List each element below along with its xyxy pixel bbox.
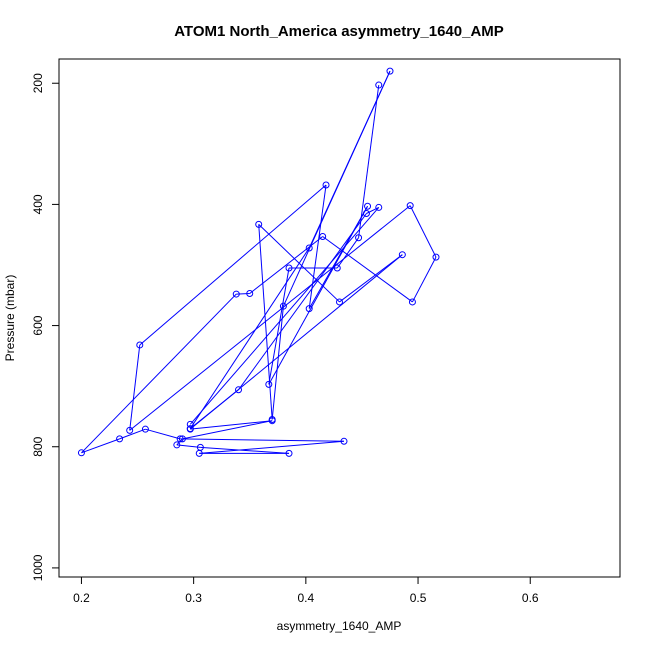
data-point — [279, 302, 287, 310]
data-point — [141, 425, 149, 433]
y-axis-label: Pressure (mbar) — [3, 275, 17, 362]
data-point — [333, 264, 341, 272]
y-tick-label: 800 — [31, 436, 45, 456]
y-tick-label: 400 — [31, 194, 45, 214]
series-layer — [77, 67, 440, 457]
series-line-segment — [339, 254, 403, 303]
series-line-segment — [189, 207, 380, 425]
series-line-segment — [176, 444, 201, 448]
x-tick-label: 0.2 — [73, 591, 90, 605]
data-point — [305, 244, 313, 252]
data-point — [319, 233, 327, 241]
data-point — [265, 380, 273, 388]
series-line-segment — [308, 70, 391, 249]
data-point — [126, 426, 134, 434]
series-line-segment — [308, 205, 368, 309]
data-point — [406, 202, 414, 210]
data-point — [268, 415, 276, 423]
data-point — [408, 298, 416, 306]
series-line-segment — [189, 247, 310, 429]
series-line-segment — [411, 256, 437, 303]
data-point — [255, 220, 263, 228]
data-point — [285, 264, 293, 272]
data-point — [136, 341, 144, 349]
series-line-segment — [358, 84, 380, 238]
data-point — [116, 435, 124, 443]
data-point — [196, 443, 204, 451]
series-line-segment — [81, 293, 237, 454]
chart-title: ATOM1 North_America asymmetry_1640_AMP — [174, 23, 504, 40]
series-line-segment — [180, 438, 344, 442]
series-line-segment — [189, 389, 239, 429]
data-point — [246, 289, 254, 297]
series-line-segment — [129, 205, 411, 431]
data-point — [362, 209, 370, 217]
data-point — [235, 386, 243, 394]
y-axis: 200 400 600 800 1000 — [31, 73, 60, 581]
x-tick-label: 0.4 — [297, 591, 314, 605]
series-line-segment — [199, 440, 345, 454]
x-tick-label: 0.5 — [410, 591, 427, 605]
data-point — [355, 234, 363, 242]
series-line-segment — [145, 428, 181, 440]
series-line-segment — [322, 236, 413, 303]
data-point — [322, 181, 330, 189]
series-line-segment — [81, 438, 120, 454]
series-line-segment — [238, 213, 367, 391]
data-point — [305, 305, 313, 313]
series-line-segment — [268, 267, 290, 385]
series-line-segment — [129, 344, 141, 431]
data-point — [375, 203, 383, 211]
y-tick-label: 1000 — [31, 554, 45, 581]
series-line-segment — [336, 237, 359, 269]
data-point — [176, 435, 184, 443]
data-point — [375, 81, 383, 89]
series-line-segment — [366, 206, 379, 214]
series-line-segment — [271, 306, 284, 420]
data-point — [186, 425, 194, 433]
series-line-segment — [139, 184, 327, 346]
data-point — [386, 67, 394, 75]
series-line-segment — [119, 428, 146, 440]
data-point — [186, 420, 194, 428]
data-point — [178, 435, 186, 443]
y-tick-label: 200 — [31, 73, 45, 93]
data-point — [432, 253, 440, 261]
data-point — [364, 202, 372, 210]
plot-area — [77, 67, 440, 457]
series-line-segment — [182, 420, 273, 440]
x-tick-label: 0.6 — [522, 591, 539, 605]
data-point — [77, 449, 85, 457]
series-line-segment — [200, 446, 290, 454]
x-axis: 0.2 0.3 0.4 0.5 0.6 — [73, 576, 539, 605]
y-tick-label: 600 — [31, 315, 45, 335]
x-tick-label: 0.3 — [185, 591, 202, 605]
series-line-segment — [409, 205, 437, 258]
series-line-segment — [236, 292, 250, 295]
data-point — [336, 298, 343, 306]
data-point — [285, 449, 293, 457]
data-point — [340, 437, 348, 445]
x-axis-label: asymmetry_1640_AMP — [277, 619, 402, 633]
data-point — [173, 441, 181, 449]
data-point — [398, 251, 406, 259]
series-line-segment — [190, 420, 273, 430]
data-point — [232, 290, 240, 298]
